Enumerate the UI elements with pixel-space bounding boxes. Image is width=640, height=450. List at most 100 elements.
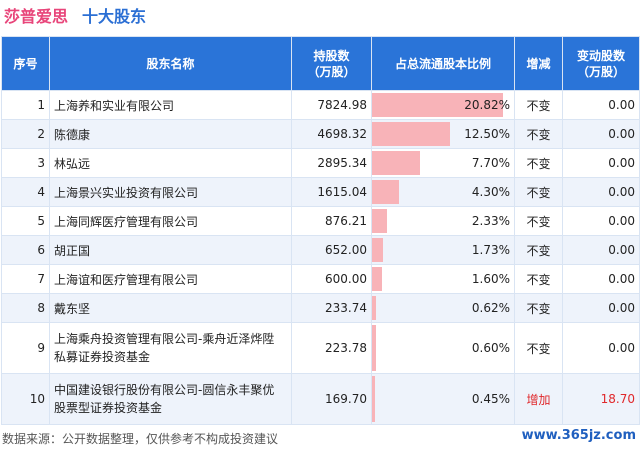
rank-cell: 3 (1, 148, 50, 178)
shares-cell: 600.00 (291, 264, 372, 294)
col-header-change: 变动股数 （万股） (562, 36, 640, 91)
pct-cell: 0.60% (371, 322, 515, 374)
pct-cell: 4.30% (371, 177, 515, 207)
company-title: 莎普爱思 (4, 7, 69, 26)
table-row: 9 上海乘舟投资管理有限公司-乘舟近泽烨陞私募证券投资基金 223.78 0.60% 不… (1, 322, 640, 374)
pct-text: 7.70% (471, 156, 510, 170)
shares-cell: 1615.04 (291, 177, 372, 207)
pct-text: 1.73% (471, 243, 510, 257)
pct-bar (372, 376, 375, 422)
pct-cell: 0.62% (371, 293, 515, 323)
change-status-cell: 不变 (514, 177, 563, 207)
change-status-cell: 不变 (514, 148, 563, 178)
pct-bar (372, 151, 421, 175)
col-header-shares: 持股数 （万股） (291, 36, 372, 91)
shareholder-name-cell: 上海养和实业有限公司 (49, 90, 292, 120)
section-title: 十大股东 (82, 7, 147, 26)
pct-text: 4.30% (471, 185, 510, 199)
pct-text: 2.33% (471, 214, 510, 228)
shares-cell: 2895.34 (291, 148, 372, 178)
change-shares-cell: 0.00 (562, 119, 640, 149)
pct-cell: 2.33% (371, 206, 515, 236)
rank-cell: 7 (1, 264, 50, 294)
pct-bar (372, 238, 383, 262)
col-header-pct: 占总流通股本比例 (371, 36, 515, 91)
pct-bar (372, 325, 376, 371)
pct-bar (372, 93, 503, 117)
rank-cell: 1 (1, 90, 50, 120)
change-status-cell: 不变 (514, 206, 563, 236)
pct-text: 12.50% (464, 127, 510, 141)
pct-cell: 12.50% (371, 119, 515, 149)
pct-text: 0.62% (471, 301, 510, 315)
shareholder-name-cell: 上海同辉医疗管理有限公司 (49, 206, 292, 236)
rank-cell: 10 (1, 373, 50, 425)
pct-cell: 0.45% (371, 373, 515, 425)
table-row: 2 陈德康 4698.32 12.50% 不变 0.00 (1, 119, 640, 149)
table-row: 1 上海养和实业有限公司 7824.98 20.82% 不变 0.00 (1, 90, 640, 120)
shares-cell: 4698.32 (291, 119, 372, 149)
change-status-cell: 不变 (514, 235, 563, 265)
pct-cell: 7.70% (371, 148, 515, 178)
pct-cell: 1.73% (371, 235, 515, 265)
table-row: 10 中国建设银行股份有限公司-圆信永丰聚优股票型证券投资基金 169.70 0.45… (1, 373, 640, 425)
col-header-status: 增减 (514, 36, 563, 91)
change-status-cell: 不变 (514, 293, 563, 323)
col-header-rank: 序号 (1, 36, 50, 91)
pct-text: 1.60% (471, 272, 510, 286)
change-shares-cell: 0.00 (562, 90, 640, 120)
pct-text: 20.82% (464, 98, 510, 112)
change-status-cell: 增加 (514, 373, 563, 425)
change-shares-cell: 0.00 (562, 235, 640, 265)
change-shares-cell: 0.00 (562, 177, 640, 207)
pct-cell: 20.82% (371, 90, 515, 120)
change-shares-cell: 0.00 (562, 322, 640, 374)
pct-cell: 1.60% (371, 264, 515, 294)
pct-bar (372, 209, 387, 233)
data-source-note: 数据来源：公开数据整理，仅供参考不构成投资建议 (2, 432, 279, 446)
shares-cell: 223.78 (291, 322, 372, 374)
rank-cell: 4 (1, 177, 50, 207)
pct-bar (372, 122, 451, 146)
change-status-cell: 不变 (514, 322, 563, 374)
shareholder-name-cell: 中国建设银行股份有限公司-圆信永丰聚优股票型证券投资基金 (49, 373, 292, 425)
change-shares-cell: 0.00 (562, 293, 640, 323)
change-shares-cell: 0.00 (562, 264, 640, 294)
shares-cell: 876.21 (291, 206, 372, 236)
pct-bar (372, 180, 399, 204)
change-status-cell: 不变 (514, 264, 563, 294)
table-row: 8 戴东坚 233.74 0.62% 不变 0.00 (1, 293, 640, 323)
table-row: 5 上海同辉医疗管理有限公司 876.21 2.33% 不变 0.00 (1, 206, 640, 236)
shareholder-name-cell: 林弘远 (49, 148, 292, 178)
shareholder-name-cell: 戴东坚 (49, 293, 292, 323)
rank-cell: 8 (1, 293, 50, 323)
shares-cell: 169.70 (291, 373, 372, 425)
rank-cell: 5 (1, 206, 50, 236)
top-shareholders-table: 序号 股东名称 持股数 （万股） 占总流通股本比例 增减 变动股数 （万股） 1… (1, 36, 640, 425)
rank-cell: 2 (1, 119, 50, 149)
site-watermark: www.365jz.com (521, 428, 636, 443)
rank-cell: 9 (1, 322, 50, 374)
shares-cell: 7824.98 (291, 90, 372, 120)
shareholder-name-cell: 上海乘舟投资管理有限公司-乘舟近泽烨陞私募证券投资基金 (49, 322, 292, 374)
col-header-name: 股东名称 (49, 36, 292, 91)
change-shares-cell: 0.00 (562, 206, 640, 236)
shares-cell: 652.00 (291, 235, 372, 265)
pct-bar (372, 296, 376, 320)
change-status-cell: 不变 (514, 90, 563, 120)
table-row: 4 上海景兴实业投资有限公司 1615.04 4.30% 不变 0.00 (1, 177, 640, 207)
table-row: 7 上海谊和医疗管理有限公司 600.00 1.60% 不变 0.00 (1, 264, 640, 294)
shares-cell: 233.74 (291, 293, 372, 323)
title-bar: 莎普爱思 十大股东 (4, 2, 146, 28)
pct-text: 0.45% (471, 392, 510, 406)
table-row: 6 胡正国 652.00 1.73% 不变 0.00 (1, 235, 640, 265)
change-shares-cell: 18.70 (562, 373, 640, 425)
shareholder-name-cell: 上海谊和医疗管理有限公司 (49, 264, 292, 294)
table-row: 3 林弘远 2895.34 7.70% 不变 0.00 (1, 148, 640, 178)
shareholder-name-cell: 上海景兴实业投资有限公司 (49, 177, 292, 207)
shareholder-name-cell: 胡正国 (49, 235, 292, 265)
change-shares-cell: 0.00 (562, 148, 640, 178)
pct-text: 0.60% (471, 341, 510, 355)
rank-cell: 6 (1, 235, 50, 265)
pct-bar (372, 267, 383, 291)
